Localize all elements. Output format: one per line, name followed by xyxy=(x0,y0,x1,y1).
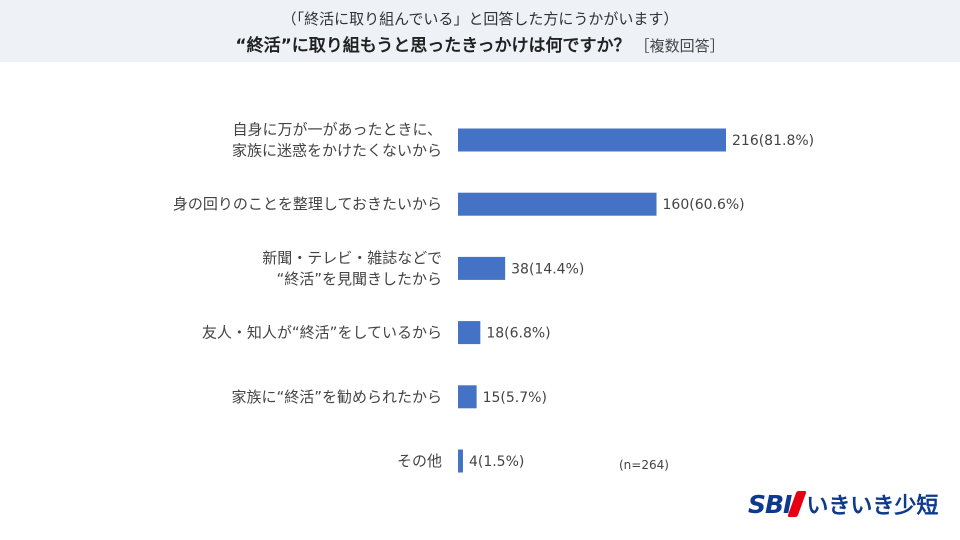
data-label-5: 4(1.5%) xyxy=(469,454,524,470)
chart-title-text: “終活”に取り組もうと思ったきっかけは何ですか？ xyxy=(235,36,631,56)
bar-3 xyxy=(458,321,481,345)
category-label-0: 自身に万が一があったときに、家族に迷惑をかけたくないから xyxy=(232,121,442,160)
bar-2 xyxy=(458,256,506,280)
category-label-line: 家族に“終活”を勧められたから xyxy=(231,388,442,406)
category-label-1: 身の回りのことを整理しておきたいから xyxy=(173,195,442,213)
category-label-3: 友人・知人が“終活”をしているから xyxy=(202,324,442,342)
logo-mark: SBI xyxy=(748,489,792,519)
category-label-line: 身の回りのことを整理しておきたいから xyxy=(173,195,442,213)
category-label-line: 家族に迷惑をかけたくないから xyxy=(232,142,442,160)
data-label-4: 15(5.7%) xyxy=(483,390,547,406)
chart-title: “終活”に取り組もうと思ったきっかけは何ですか？ ［複数回答］ xyxy=(0,31,960,56)
category-label-line: 新聞・テレビ・雑誌などで xyxy=(262,249,442,267)
data-label-1: 160(60.6%) xyxy=(663,197,745,213)
bar-0 xyxy=(458,128,726,152)
brand-logo: SBI いきいき少短 xyxy=(748,486,938,522)
chart-title-note: ［複数回答］ xyxy=(634,37,725,55)
category-label-line: “終活”を見聞きしたから xyxy=(276,270,442,288)
data-label-3: 18(6.8%) xyxy=(486,326,550,342)
bar-4 xyxy=(458,385,477,409)
category-label-line: 友人・知人が“終活”をしているから xyxy=(202,324,442,342)
data-label-0: 216(81.8%) xyxy=(732,133,814,149)
logo-name: いきいき少短 xyxy=(806,494,939,519)
category-label-4: 家族に“終活”を勧められたから xyxy=(231,388,442,406)
category-label-5: その他 xyxy=(397,452,442,470)
category-label-2: 新聞・テレビ・雑誌などで “終活”を見聞きしたから xyxy=(262,249,442,288)
sample-size-note: (n=264) xyxy=(619,458,669,472)
bar-5 xyxy=(458,449,463,473)
category-label-line: 自身に万が一があったときに、 xyxy=(232,121,442,139)
header-band: （「終活に取り組んでいる」と回答した方にうかがいます） “終活”に取り組もうと思… xyxy=(0,0,960,62)
data-label-2: 38(14.4%) xyxy=(511,261,584,277)
category-label-line: その他 xyxy=(397,452,442,470)
chart-subtitle: （「終活に取り組んでいる」と回答した方にうかがいます） xyxy=(281,10,679,28)
bar-1 xyxy=(458,192,657,216)
